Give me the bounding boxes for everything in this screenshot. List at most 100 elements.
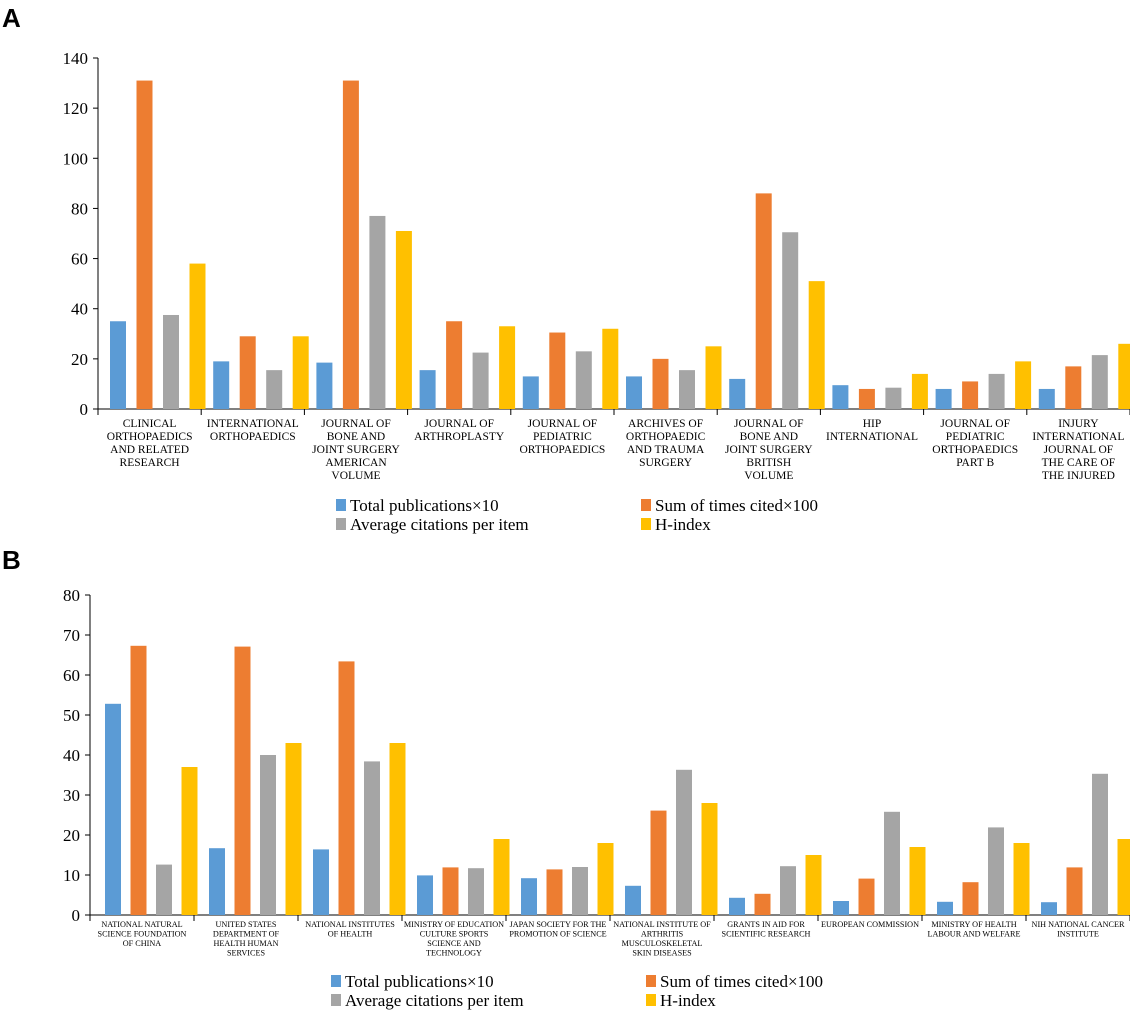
bar-h_index-8 — [1013, 843, 1030, 915]
legend-label-h_index: H-index — [655, 515, 711, 534]
bar-sum_cited-6 — [755, 193, 772, 409]
category-label: LABOUR AND WELFARE — [928, 930, 1021, 939]
bar-avg_citations-9 — [1091, 355, 1108, 409]
bar-sum_cited-1 — [234, 646, 251, 915]
bar-sum_cited-8 — [962, 381, 979, 409]
bar-h_index-4 — [602, 328, 619, 409]
bar-total_publications-8 — [935, 388, 952, 409]
panel-a-label: A — [2, 3, 21, 33]
bar-h_index-5 — [701, 803, 718, 915]
bar-avg_citations-3 — [468, 868, 484, 915]
bar-sum_cited-0 — [136, 80, 153, 410]
category-label: ORTHOPAEDICS — [932, 444, 1018, 456]
y-tick-label: 40 — [63, 746, 80, 765]
bar-avg_citations-4 — [572, 867, 588, 915]
category-label: DEPARTMENT OF — [213, 930, 280, 939]
bar-h_index-0 — [181, 767, 198, 915]
category-label: ARTHRITIS — [641, 930, 684, 939]
category-label: NIH NATIONAL CANCER — [1032, 920, 1125, 929]
bar-avg_citations-5 — [679, 370, 695, 409]
legend-label-sum_cited: Sum of times cited×100 — [660, 972, 823, 991]
bar-sum_cited-4 — [546, 869, 563, 915]
bar-total_publications-7 — [833, 901, 849, 915]
bar-sum_cited-9 — [1065, 366, 1082, 409]
legend-swatch-h_index — [641, 518, 651, 530]
legend-label-total_publications: Total publications×10 — [350, 496, 499, 515]
legend-swatch-total_publications — [331, 975, 341, 987]
bar-avg_citations-4 — [575, 351, 592, 409]
bar-total_publications-2 — [313, 849, 329, 915]
bar-total_publications-7 — [832, 385, 849, 409]
bar-h_index-2 — [389, 743, 406, 915]
bar-total_publications-2 — [316, 362, 333, 409]
category-label: VOLUME — [744, 470, 793, 482]
y-tick-label: 60 — [71, 250, 88, 269]
category-label: TECHNOLOGY — [426, 949, 482, 958]
category-label: INTERNATIONAL — [207, 418, 299, 430]
category-label: SCIENTIFIC RESEARCH — [722, 930, 811, 939]
bar-sum_cited-4 — [549, 332, 566, 409]
bar-total_publications-6 — [729, 378, 746, 409]
bar-avg_citations-2 — [369, 215, 386, 409]
bar-total_publications-0 — [105, 703, 121, 915]
bar-h_index-9 — [1117, 839, 1130, 915]
bar-total_publications-1 — [209, 848, 225, 915]
category-label: ORTHOPAEDIC — [626, 431, 706, 443]
bar-h_index-0 — [189, 263, 206, 409]
bar-sum_cited-2 — [338, 661, 355, 915]
bar-avg_citations-6 — [782, 232, 799, 409]
category-label: INTERNATIONAL — [826, 431, 918, 443]
category-label: OF HEALTH — [328, 930, 373, 939]
bar-total_publications-8 — [937, 901, 953, 915]
category-label: PROMOTION OF SCIENCE — [509, 930, 606, 939]
y-tick-label: 40 — [71, 300, 88, 319]
bar-total_publications-4 — [522, 376, 539, 409]
bar-avg_citations-1 — [260, 755, 276, 915]
bar-sum_cited-7 — [858, 388, 875, 409]
bar-sum_cited-9 — [1066, 867, 1083, 915]
bar-h_index-3 — [499, 326, 516, 409]
category-label: INSTITUTE — [1057, 930, 1099, 939]
category-label: SCIENCE FOUNDATION — [98, 930, 187, 939]
bar-sum_cited-6 — [754, 893, 771, 915]
bar-avg_citations-0 — [163, 314, 179, 409]
category-label: EUROPEAN COMMISSION — [821, 920, 919, 929]
category-label: VOLUME — [331, 470, 380, 482]
category-label: CLINICAL — [123, 418, 177, 430]
y-tick-label: 0 — [80, 400, 89, 419]
category-label: JOURNAL OF — [321, 418, 391, 430]
bar-total_publications-5 — [625, 885, 641, 915]
bar-avg_citations-8 — [988, 827, 1004, 915]
bar-h_index-2 — [395, 230, 412, 409]
category-label: BONE AND — [327, 431, 385, 443]
legend-label-avg_citations: Average citations per item — [350, 515, 529, 534]
category-label: ARCHIVES OF — [628, 418, 703, 430]
category-label: PART B — [956, 457, 994, 469]
category-label: INJURY — [1058, 418, 1099, 430]
category-label: SKIN DISEASES — [632, 949, 692, 958]
category-label: JOURNAL OF — [734, 418, 804, 430]
legend-label-avg_citations: Average citations per item — [345, 991, 524, 1010]
y-tick-label: 140 — [63, 49, 89, 68]
category-label: NATIONAL INSTITUTES — [305, 920, 395, 929]
category-label: PEDIATRIC — [533, 431, 592, 443]
legend-label-total_publications: Total publications×10 — [345, 972, 494, 991]
bar-total_publications-3 — [419, 370, 436, 409]
category-label: AND TRAUMA — [627, 444, 705, 456]
category-label: ARTHROPLASTY — [414, 431, 505, 443]
bar-avg_citations-7 — [885, 387, 902, 409]
bar-avg_citations-7 — [884, 811, 900, 915]
category-label: JOURNAL OF — [424, 418, 494, 430]
bar-avg_citations-8 — [988, 373, 1005, 409]
category-label: JAPAN SOCIETY FOR THE — [510, 920, 607, 929]
bar-avg_citations-0 — [156, 864, 172, 915]
y-tick-label: 80 — [63, 586, 80, 605]
bar-total_publications-3 — [417, 875, 433, 915]
bar-sum_cited-3 — [442, 867, 459, 915]
category-label: JOURNAL OF — [1044, 444, 1114, 456]
bar-avg_citations-2 — [364, 761, 380, 915]
category-label: SURGERY — [639, 457, 693, 469]
category-label: JOINT SURGERY — [725, 444, 813, 456]
bar-h_index-5 — [705, 346, 722, 409]
bar-sum_cited-8 — [962, 882, 979, 915]
